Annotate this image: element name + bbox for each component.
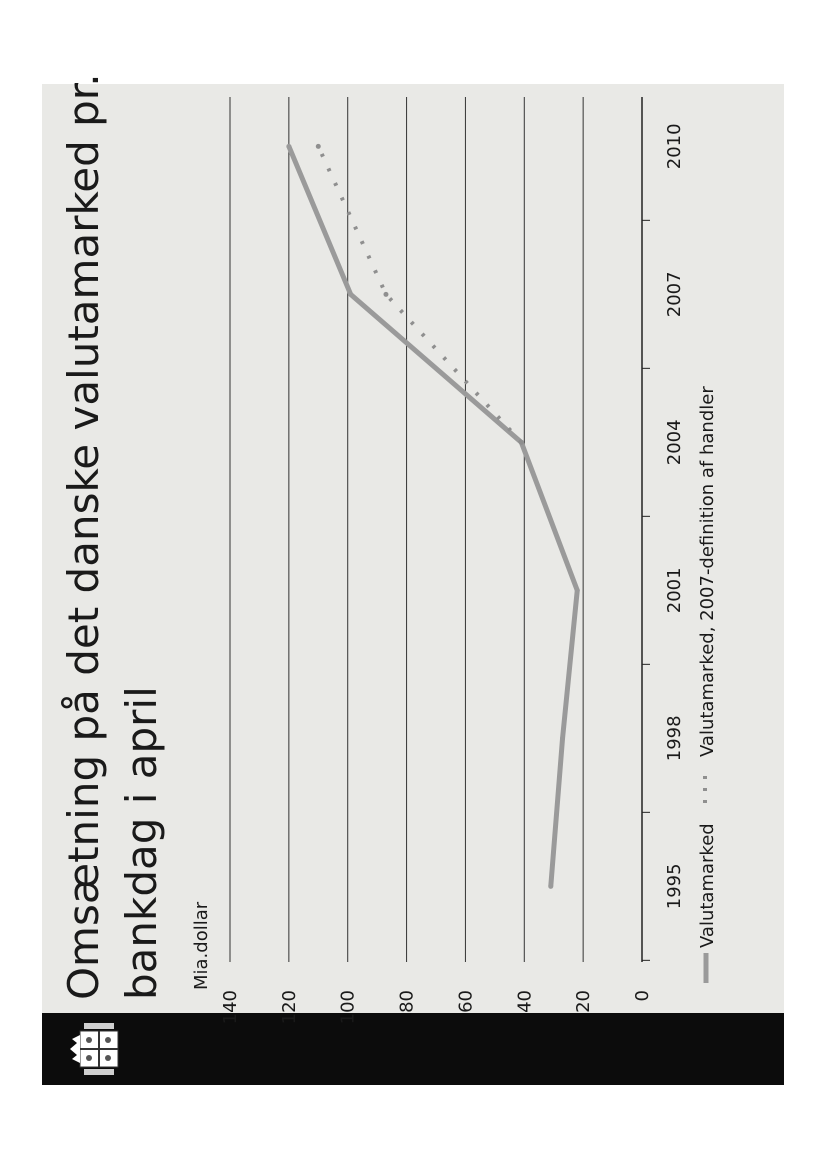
chart-title-line-1: Omsætning på det danske valutamarked pr. xyxy=(59,73,108,1000)
y-tick-label-140: 140 xyxy=(220,990,241,1024)
legend-label-2007-definition: Valutamarked, 2007-definition af handler xyxy=(697,386,718,757)
slide-footer-band xyxy=(42,1013,784,1085)
x-tick-label-2007: 2007 xyxy=(664,271,685,317)
series-line-0 xyxy=(286,145,580,887)
chart-title: Omsætning på det danske valutamarked pr.… xyxy=(59,73,166,1000)
y-tick-label-100: 100 xyxy=(338,990,359,1024)
data-point-1-2010 xyxy=(315,143,321,149)
data-point-1-2007 xyxy=(383,291,389,297)
y-tick-label-40: 40 xyxy=(514,990,535,1013)
x-tick-label-2004: 2004 xyxy=(664,419,685,465)
legend-label-valutamarked: Valutamarked xyxy=(697,823,718,948)
x-tick-label-1998: 1998 xyxy=(664,715,685,761)
y-axis-title: Mia.dollar xyxy=(191,901,212,990)
series-line-1 xyxy=(316,145,523,444)
x-tick-label-1995: 1995 xyxy=(664,863,685,909)
y-tick-label-80: 80 xyxy=(397,990,418,1013)
y-tick-label-0: 0 xyxy=(632,990,653,1001)
y-tick-label-120: 120 xyxy=(279,990,300,1024)
y-tick-label-20: 20 xyxy=(573,990,594,1013)
x-axis xyxy=(641,97,650,962)
slide-background xyxy=(42,84,784,1084)
chart-title-line-2: bankdag i april xyxy=(117,686,166,1000)
data-point-0-2010 xyxy=(286,143,292,149)
coat-of-arms-logo xyxy=(70,1023,119,1075)
x-tick-label-2010: 2010 xyxy=(664,123,685,169)
data-point-1-2004 xyxy=(518,439,524,445)
data-point-0-2007 xyxy=(348,291,354,297)
gridlines xyxy=(229,97,584,962)
data-point-0-2001 xyxy=(574,587,580,593)
y-tick-label-60: 60 xyxy=(455,990,476,1013)
series-layer xyxy=(286,143,580,889)
tick-labels: 0 20 40 60 80 100 120 140 1995 1998 2001 2004 2007 20… xyxy=(220,123,685,1024)
x-tick-label-2001: 2001 xyxy=(664,567,685,613)
data-point-0-1995 xyxy=(548,883,554,889)
data-point-0-1998 xyxy=(560,735,566,741)
legend: Valutamarked Valutamarked, 2007-definiti… xyxy=(697,386,718,983)
